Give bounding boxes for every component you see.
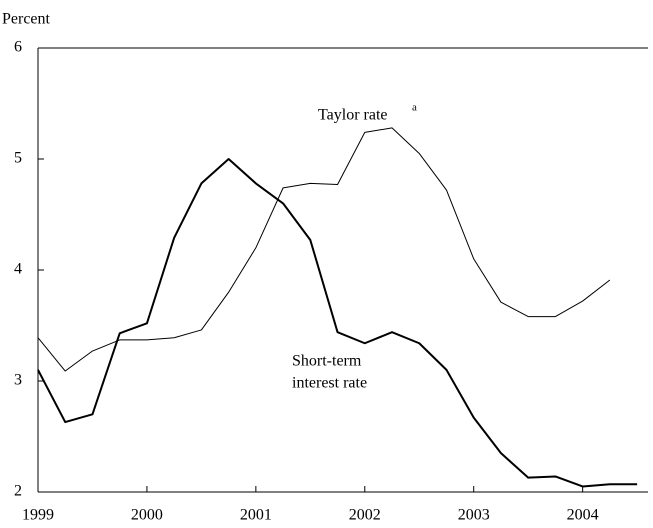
annotation: Short-term — [292, 353, 362, 370]
x-tick-label: 2002 — [349, 507, 381, 524]
x-tick-label: 2004 — [567, 507, 599, 524]
x-tick-label: 1999 — [22, 507, 54, 524]
y-tick-label: 5 — [14, 150, 22, 167]
x-tick-label: 2000 — [131, 507, 163, 524]
y-axis-label: Percent — [2, 11, 51, 28]
y-tick-label: 3 — [14, 372, 22, 389]
line-series — [37, 158, 638, 488]
y-tick-label: 2 — [14, 483, 22, 500]
annotation: interest rate — [292, 375, 367, 392]
y-tick-label: 6 — [14, 39, 22, 56]
annotation-superscript: a — [412, 102, 417, 114]
x-tick-label: 2001 — [240, 507, 272, 524]
y-tick-label: 4 — [14, 261, 22, 278]
x-tick-label: 2003 — [458, 507, 490, 524]
line-series — [37, 127, 611, 372]
annotation: Taylor rate — [318, 107, 388, 124]
